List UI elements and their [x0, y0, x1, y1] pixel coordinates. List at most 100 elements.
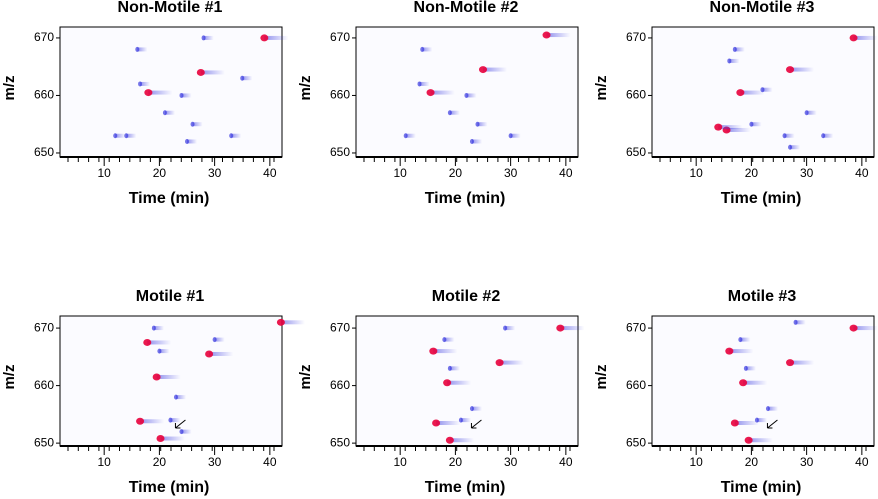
x-axis-label: Time (min) — [425, 479, 506, 496]
feature — [229, 133, 234, 139]
smear — [471, 406, 482, 411]
panel: Non-Motile #3 Time (min) m/z 650 660 670 10 20 3… — [593, 0, 878, 207]
y-tick-label: 660 — [626, 378, 646, 392]
smear — [181, 429, 192, 434]
feature — [714, 123, 723, 131]
feature — [743, 365, 748, 371]
feature — [201, 35, 206, 41]
feature — [732, 46, 737, 52]
feature — [744, 436, 753, 444]
y-tick-label: 650 — [34, 145, 54, 159]
feature — [739, 379, 748, 387]
feature — [152, 373, 161, 381]
feature — [447, 110, 452, 116]
annotation-arrow — [174, 419, 186, 429]
panel: Motile #3 Time (min) m/z 650 660 670 10 20 30 40 — [593, 288, 878, 496]
smear — [203, 35, 214, 40]
y-tick-label: 670 — [330, 320, 350, 334]
feature — [205, 350, 214, 358]
x-axis-label: Time (min) — [721, 190, 802, 207]
plot-area — [59, 315, 283, 447]
smear — [560, 326, 585, 331]
feature — [168, 417, 173, 423]
feature — [749, 121, 754, 127]
x-tick-label: 10 — [689, 455, 703, 469]
smear — [187, 139, 198, 144]
feature — [432, 419, 441, 427]
smear — [466, 93, 477, 98]
smear — [200, 70, 225, 75]
feature — [240, 75, 245, 81]
smear — [718, 125, 743, 130]
y-tick-label: 650 — [330, 435, 350, 449]
x-tick-label: 10 — [393, 166, 407, 180]
smear — [784, 133, 795, 138]
y-axis-label: m/z — [1, 364, 18, 389]
y-tick-label: 660 — [330, 88, 350, 102]
smear — [433, 349, 458, 354]
feature — [464, 92, 469, 98]
feature — [260, 34, 269, 42]
feature — [212, 337, 217, 343]
y-tick-label: 670 — [626, 320, 646, 334]
feature — [849, 324, 858, 332]
feature — [136, 417, 145, 425]
x-tick-label: 30 — [800, 166, 814, 180]
x-tick-label: 20 — [449, 455, 463, 469]
smear — [147, 340, 172, 345]
feature — [443, 379, 452, 387]
smear — [126, 133, 137, 138]
smear — [449, 110, 460, 115]
smear — [280, 320, 305, 325]
x-axis-label: Time (min) — [425, 190, 506, 207]
smear — [115, 133, 126, 138]
smear — [790, 67, 815, 72]
smear — [726, 127, 751, 132]
panel-title: Non-Motile #3 — [710, 0, 815, 16]
smear — [419, 81, 430, 86]
x-tick-label: 20 — [153, 455, 167, 469]
plot-area — [355, 26, 579, 158]
feature — [765, 406, 770, 412]
feature — [151, 325, 156, 331]
panel: Motile #1 Time (min) m/z 650 660 670 10 20 30 40 — [1, 288, 305, 496]
feature — [736, 89, 745, 97]
smear — [743, 380, 768, 385]
feature — [426, 89, 435, 97]
feature — [143, 338, 152, 346]
smear — [740, 337, 751, 342]
smear — [748, 438, 773, 443]
feature — [727, 58, 732, 64]
x-tick-label: 10 — [97, 166, 111, 180]
x-tick-label: 40 — [263, 455, 277, 469]
feature — [469, 406, 474, 412]
feature — [786, 359, 795, 367]
feature — [144, 89, 153, 97]
smear — [175, 395, 186, 400]
smear — [422, 47, 433, 52]
y-tick-label: 660 — [626, 88, 646, 102]
feature — [429, 347, 438, 355]
smear — [853, 35, 878, 40]
smear — [140, 81, 151, 86]
smear — [745, 366, 756, 371]
smear — [790, 360, 815, 365]
smear — [546, 33, 571, 38]
panel-title: Motile #3 — [728, 288, 797, 305]
x-tick-label: 20 — [153, 166, 167, 180]
y-axis-label: m/z — [593, 75, 610, 100]
smear — [751, 122, 762, 127]
smear — [264, 35, 289, 40]
smear — [160, 436, 185, 441]
feature — [420, 46, 425, 52]
smear — [823, 133, 834, 138]
x-tick-label: 40 — [855, 166, 869, 180]
feature — [179, 92, 184, 98]
feature — [495, 359, 504, 367]
x-tick-label: 30 — [800, 455, 814, 469]
smear — [156, 374, 181, 379]
feature — [156, 435, 165, 443]
smear — [471, 139, 482, 144]
feature — [503, 325, 508, 331]
smear — [170, 418, 181, 423]
